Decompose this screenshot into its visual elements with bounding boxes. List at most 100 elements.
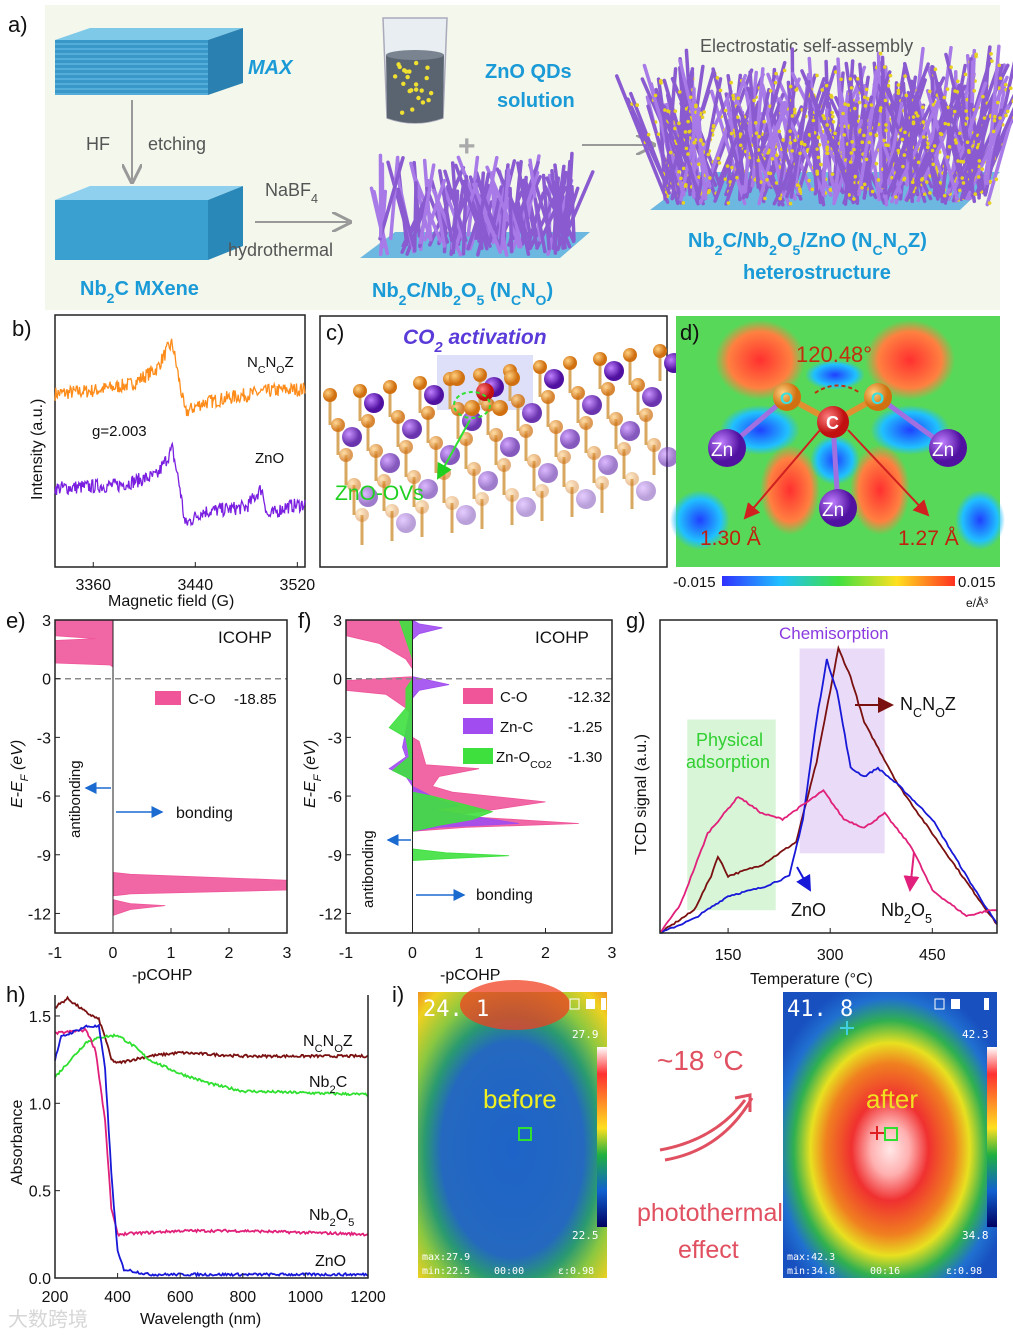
nanorod [516,199,531,256]
x-tick-label: 0 [109,945,118,962]
nabf4-label: NaBF4 [265,180,318,206]
quantum-dot [399,110,405,115]
y-tick-label: -3 [37,730,51,747]
quantum-dot [658,79,663,83]
quantum-dot [799,140,804,145]
quantum-dot [976,175,981,179]
quantum-dot [915,114,920,118]
quantum-dot [677,169,681,174]
uvvis-series-line [54,995,369,1065]
quantum-dot [718,88,723,93]
bonding-label: bonding [476,887,533,904]
quantum-dot [896,91,901,96]
lattice-atom [653,344,667,358]
quantum-dot [686,152,690,156]
quantum-dot [860,185,864,190]
cohp-f-frame [345,619,613,934]
quantum-dot [413,87,419,92]
x-tick-label: 1 [167,945,176,962]
lattice-atom [385,504,399,518]
nanorod [843,101,855,206]
legend-zno-value: -1.30 [568,749,602,766]
quantum-dot [922,135,926,139]
lattice-atom [631,378,645,392]
nanorod [414,178,443,243]
nanorod [925,89,960,201]
y-tick-label: 0.5 [29,1184,51,1201]
cohp-e-frame [54,619,288,934]
quantum-dot [811,118,816,123]
center-temp-reading: 24. 1 [423,997,489,1022]
zinc-label: Zn [932,440,954,461]
zinc-label: Zn [711,440,733,461]
nanorod [858,62,873,197]
zinc-atom [636,481,656,501]
lattice-atom [473,368,487,382]
panel-c-co2-activation: c) CO2 activation ZnO-OVs [319,315,684,568]
nanorod [748,70,761,189]
charge-accumulation [715,320,805,400]
crosshair-icon [840,1021,854,1035]
x-tick-label: 400 [104,1289,131,1306]
quantum-dot [798,189,803,194]
oxygen-atom [864,383,892,411]
panel-c-label: c) [326,320,344,345]
quantum-dot [933,67,938,72]
charge-accumulation [850,445,910,535]
nanorod [757,100,787,206]
quantum-dot [684,182,688,187]
lattice-atom [339,448,353,462]
quantum-dot [802,142,807,147]
quantum-dot [768,89,773,93]
quantum-dot [810,187,815,192]
lattice-atom [475,492,489,506]
quantum-dot [981,94,985,99]
quantum-dot [901,164,905,169]
quantum-dot [853,174,858,179]
quantum-dot [884,123,888,127]
quantum-dot [410,107,415,112]
quantum-dot [963,72,968,77]
zinc-atom [418,479,438,499]
lattice-atom [451,402,465,416]
panel-d-label: d) [680,320,700,345]
nanorod [961,108,1004,199]
quantum-dot [878,108,883,113]
quantum-dot [988,179,993,184]
uvvis-xlabel: Wavelength (nm) [140,1311,261,1328]
zinc-atom [598,455,618,475]
x-tick-label: 1200 [350,1289,386,1306]
y-tick-label: -9 [37,848,51,865]
hf-label: HF [86,134,110,154]
ncnoz-heterostructure [614,44,1013,210]
min-text: min:22.5 [422,1266,470,1277]
legend-co-value: -12.32 [568,689,611,706]
zinc-atom [456,505,476,525]
zinc-atom [402,419,422,439]
quantum-dot [688,95,693,100]
solution-label: solution [497,90,575,112]
time-text: 00:00 [494,1266,524,1277]
legend-swatch-co [463,688,493,704]
x-tick-label: 2 [541,945,550,962]
uvvis-ylabel: Absorbance [9,1100,26,1185]
quantum-dot [686,119,690,124]
quantum-dot [953,138,958,142]
nanorod [985,106,1013,207]
quantum-dot [945,87,950,91]
quantum-dot [653,93,658,98]
zno-qds-label: ZnO QDs [485,61,572,83]
legend-zno: ZnO [315,1253,346,1270]
lattice-atom [617,442,631,456]
quantum-dot [730,165,734,170]
chemisorption-label: Chemisorption [779,624,889,643]
nanorod [629,91,671,195]
quantum-dot [729,131,734,136]
lattice-atom [391,410,405,424]
epr-series-line [54,338,306,417]
quantum-dot [847,193,851,197]
quantum-dot [980,167,985,171]
quantum-dot [896,83,901,87]
lattice-atom [511,394,525,408]
quantum-dot [819,162,823,167]
